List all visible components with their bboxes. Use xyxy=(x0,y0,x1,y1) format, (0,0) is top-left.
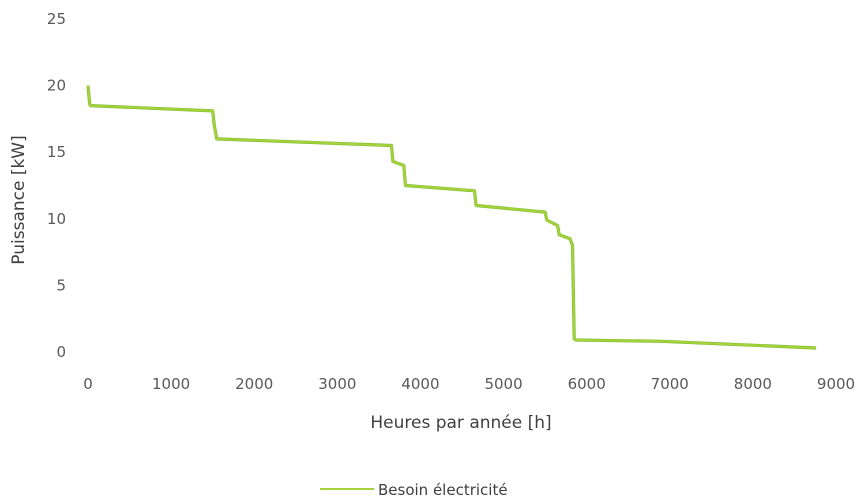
x-tick-label: 2000 xyxy=(235,375,273,393)
y-tick-label: 20 xyxy=(47,77,66,95)
y-axis-title: Puissance [kW] xyxy=(9,135,29,264)
x-tick-label: 3000 xyxy=(318,375,356,393)
series-line-shadow xyxy=(86,85,817,350)
x-tick-label: 7000 xyxy=(651,375,689,393)
x-axis-title: Heures par année [h] xyxy=(370,413,551,433)
legend-label: Besoin électricité xyxy=(378,481,508,499)
x-tick-label: 9000 xyxy=(817,375,855,393)
legend: Besoin électricité xyxy=(320,481,508,499)
x-tick-label: 1000 xyxy=(152,375,190,393)
y-tick-label: 5 xyxy=(56,276,66,294)
x-tick-label: 6000 xyxy=(568,375,606,393)
y-tick-label: 15 xyxy=(47,143,66,161)
x-tick-label: 4000 xyxy=(401,375,439,393)
y-tick-label: 10 xyxy=(47,210,66,228)
x-tick-label: 5000 xyxy=(484,375,522,393)
x-tick-label: 8000 xyxy=(734,375,772,393)
series-line xyxy=(87,85,817,349)
y-axis-ticks: 0 5 10 15 20 25 xyxy=(47,10,66,361)
x-tick-label: 0 xyxy=(83,375,93,393)
y-tick-label: 25 xyxy=(47,10,66,28)
plot-area xyxy=(86,85,817,350)
y-tick-label: 0 xyxy=(56,343,66,361)
x-axis-ticks: 0 1000 2000 3000 4000 5000 6000 7000 8000 9000 xyxy=(83,375,855,393)
